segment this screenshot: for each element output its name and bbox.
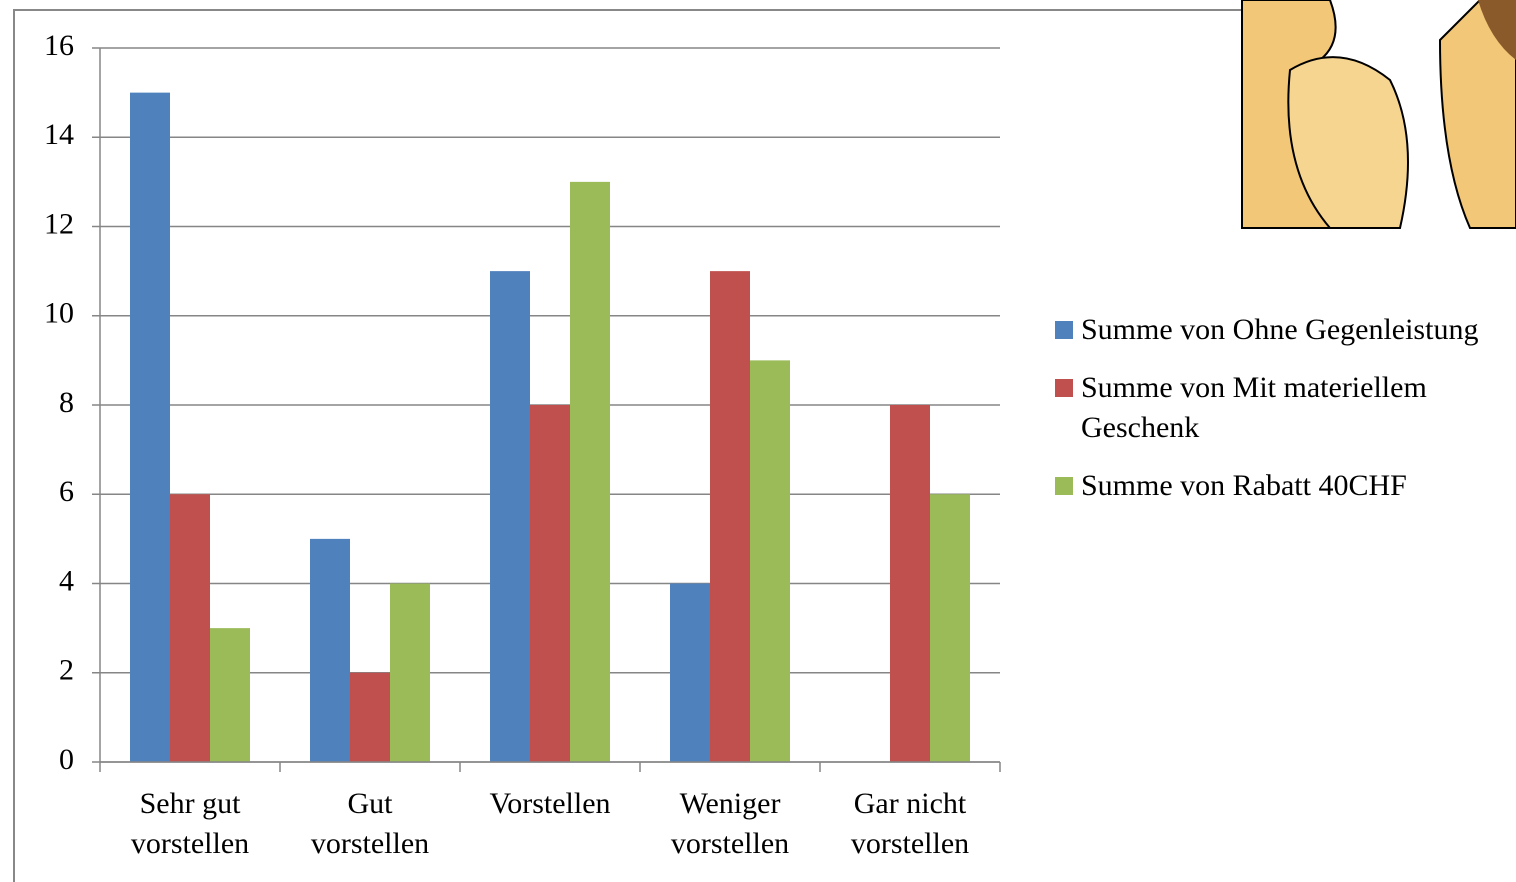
y-tick-label: 10: [44, 297, 74, 330]
legend-label: Summe von Ohne Gegenleistung: [1081, 313, 1478, 346]
x-label-box: Vorstellen: [470, 784, 630, 874]
bar: [930, 494, 970, 762]
y-tick-label: 0: [59, 743, 74, 776]
y-tick-label: 2: [59, 654, 74, 687]
y-tick-label: 14: [44, 118, 74, 151]
legend: Summe von Ohne Gegenleistung Summe von Mi…: [1055, 310, 1505, 524]
x-tick-label: Vorstellen: [470, 784, 630, 824]
bar: [490, 271, 530, 762]
bar: [750, 360, 790, 762]
legend-item: Summe von Ohne Gegenleistung: [1055, 310, 1505, 350]
x-label-box: Gar nicht vorstellen: [830, 784, 990, 874]
y-tick-label: 6: [59, 475, 74, 508]
bar: [670, 584, 710, 763]
bar: [390, 584, 430, 763]
legend-item: Summe von Mit materiellem Geschenk: [1055, 368, 1505, 448]
bar: [570, 182, 610, 762]
y-tick-label: 4: [59, 564, 74, 597]
illustration: [1242, 0, 1516, 228]
legend-swatch: [1055, 321, 1073, 339]
page: 0 2 4 6 8 10 12 14 16 Sehr gut vorstellenGut vors…: [0, 0, 1516, 882]
x-label-box: Gut vorstellen: [290, 784, 450, 874]
bar: [530, 405, 570, 762]
bar: [170, 494, 210, 762]
legend-swatch: [1055, 379, 1073, 397]
legend-item: Summe von Rabatt 40CHF: [1055, 466, 1505, 506]
legend-label: Summe von Mit materiellem Geschenk: [1081, 371, 1427, 444]
x-label-box: Weniger vorstellen: [650, 784, 810, 874]
y-tick-label: 8: [59, 386, 74, 419]
legend-swatch: [1055, 477, 1073, 495]
bar: [210, 628, 250, 762]
x-tick-label: Gut vorstellen: [290, 784, 450, 864]
y-tick-label: 16: [44, 29, 74, 62]
x-tick-label: Gar nicht vorstellen: [830, 784, 990, 864]
x-label-box: Sehr gut vorstellen: [110, 784, 270, 874]
bar: [710, 271, 750, 762]
bar: [310, 539, 350, 762]
bar: [350, 673, 390, 762]
y-tick-label: 12: [44, 207, 74, 240]
bar: [130, 93, 170, 762]
legend-label: Summe von Rabatt 40CHF: [1081, 469, 1407, 502]
x-tick-label: Sehr gut vorstellen: [110, 784, 270, 864]
x-tick-label: Weniger vorstellen: [650, 784, 810, 864]
bar: [890, 405, 930, 762]
